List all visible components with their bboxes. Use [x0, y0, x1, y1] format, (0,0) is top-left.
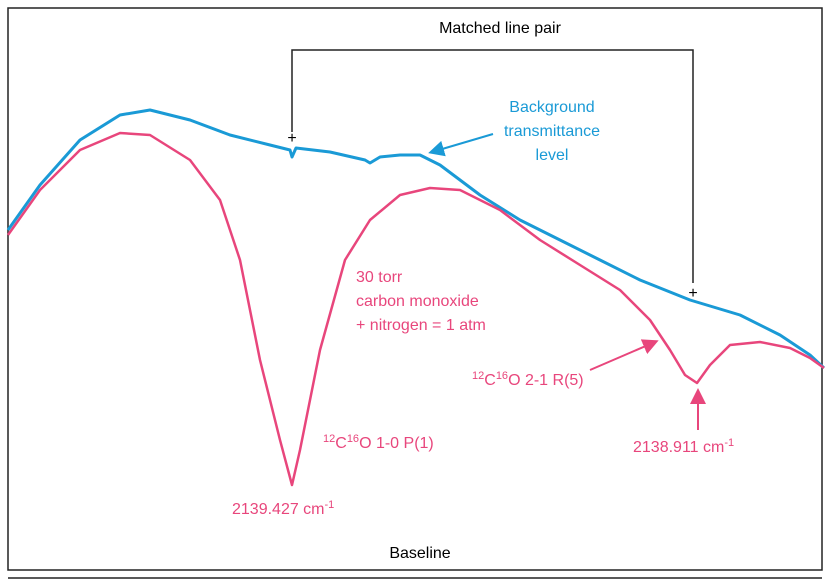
line-label: 12C16O 2-1 R(5): [472, 370, 584, 389]
marker: +: [287, 130, 296, 147]
label: transmittance: [504, 123, 600, 140]
arrow: [589, 339, 659, 371]
wavenumber: 2139.427 cm-1: [232, 499, 334, 518]
label: carbon monoxide: [356, 293, 479, 310]
bracket: [291, 49, 694, 283]
label: 30 torr: [356, 269, 403, 286]
title: Matched line pair: [439, 20, 562, 37]
wavenumber: 2138.911 cm-1: [633, 437, 734, 456]
marker: +: [688, 285, 697, 302]
spectrum-curve: [6, 131, 825, 487]
label: level: [536, 147, 569, 164]
label: + nitrogen = 1 atm: [356, 317, 486, 334]
arrow: [428, 133, 494, 157]
label: Background: [509, 99, 594, 116]
baseline-label: Baseline: [389, 545, 450, 562]
frame: [7, 7, 823, 571]
background-curve: [6, 108, 826, 370]
line-label: 12C16O 1-0 P(1): [323, 433, 434, 452]
